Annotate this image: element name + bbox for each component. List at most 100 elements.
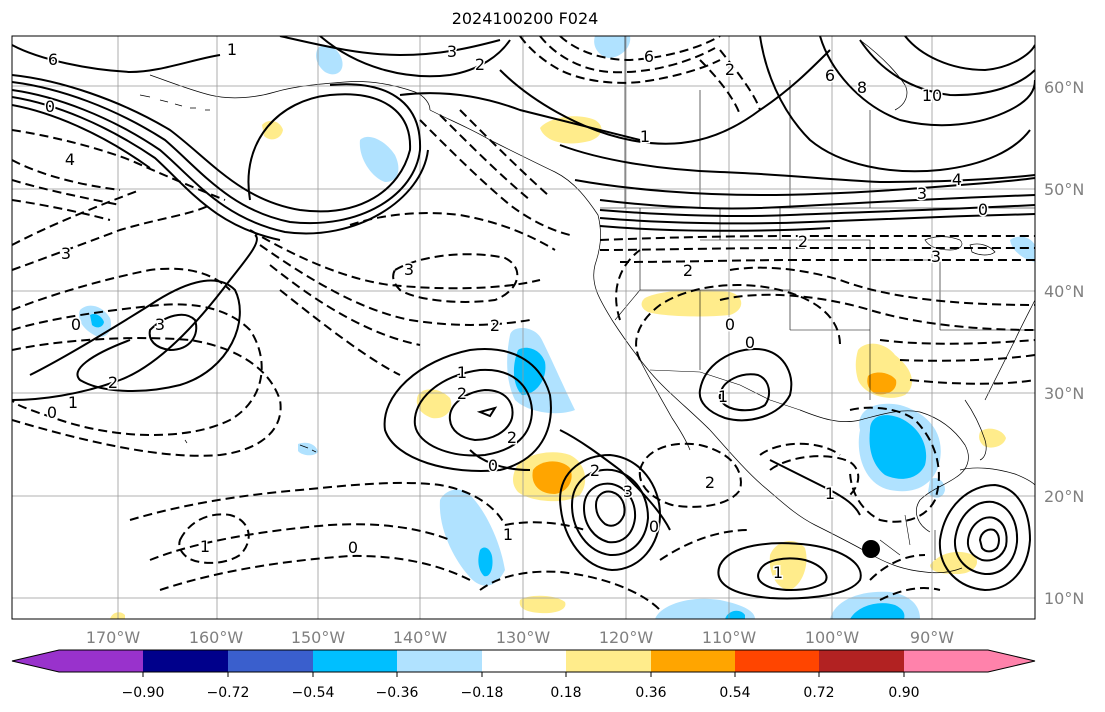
contour-line — [419, 119, 571, 236]
colorbar-segment — [651, 650, 736, 672]
contour-line — [938, 483, 1032, 592]
colorbar-segment — [143, 650, 229, 672]
contour-label: 4 — [952, 170, 962, 189]
negative-shade — [594, 36, 631, 58]
contour-line — [12, 129, 226, 201]
negative-shade — [316, 45, 343, 75]
contour-label: 0 — [725, 315, 735, 334]
map-title: 2024100200 F024 — [451, 9, 599, 28]
lat-label: 10°N — [1044, 589, 1084, 608]
negative-shade — [850, 603, 905, 619]
contour-line — [12, 74, 412, 213]
contour-label: 3 — [61, 244, 71, 263]
contour-line — [599, 213, 1035, 225]
contour-label: 2 — [683, 261, 693, 280]
lon-label: 150°W — [291, 628, 346, 647]
lon-label: 90°W — [910, 628, 954, 647]
colorbar-segment — [228, 650, 314, 672]
colorbar-segment — [904, 650, 989, 672]
lat-label: 20°N — [1044, 487, 1084, 506]
contour-line — [904, 36, 1035, 72]
contour-line — [594, 490, 626, 527]
contour-line — [12, 44, 221, 74]
contour-line — [279, 36, 501, 57]
contour-line — [259, 244, 531, 326]
contour-line — [599, 235, 1035, 241]
florida — [964, 399, 987, 461]
contour-line — [159, 554, 471, 591]
lat-label: 60°N — [1044, 78, 1084, 97]
contour-label: 3 — [931, 247, 941, 266]
contour-line — [349, 212, 556, 251]
contour-line — [12, 179, 121, 206]
colorbar-tick-label: 0.90 — [888, 685, 919, 701]
contour-line — [319, 36, 511, 78]
contour-line — [383, 348, 552, 472]
lat-label: 40°N — [1044, 282, 1084, 301]
contour-label: 0 — [649, 517, 659, 536]
colorbar-segment — [566, 650, 652, 672]
contour-line — [519, 36, 721, 84]
central-america-borders — [879, 514, 936, 560]
contour-line — [759, 442, 841, 456]
contour-line — [12, 204, 211, 271]
graticule — [12, 36, 1035, 619]
colorbar-segment — [59, 650, 144, 672]
contour-line — [148, 313, 198, 352]
contour-label: 1 — [640, 127, 650, 146]
colorbar-tick-label: 0.54 — [719, 685, 750, 701]
contour-line — [599, 225, 831, 232]
contour-label: 2 — [590, 461, 600, 480]
contour-line — [757, 557, 828, 591]
contour-label: 2 — [705, 473, 715, 492]
contour-label: 2 — [798, 232, 808, 251]
lon-label: 140°W — [393, 628, 448, 647]
colorbar-max-extension — [988, 650, 1035, 672]
contour-line — [859, 39, 1035, 97]
contour-line — [479, 570, 661, 611]
contour-line — [12, 81, 422, 225]
contour-line — [574, 177, 1035, 197]
contour-line — [729, 266, 1035, 306]
colorbar-outline — [11, 649, 1036, 673]
contour-line — [638, 442, 742, 508]
contour-line — [269, 264, 421, 346]
contour-label: 1 — [68, 393, 78, 412]
colorbar-tick-label: −0.36 — [376, 685, 419, 701]
contour-line — [879, 587, 941, 601]
colorbar-segment — [397, 650, 483, 672]
positive-shade — [416, 389, 452, 419]
contour-label: 4 — [65, 150, 75, 169]
contour-line — [699, 59, 741, 116]
contour-line — [599, 247, 1035, 251]
negative-shade — [1010, 236, 1035, 262]
contour-line — [559, 429, 671, 531]
contour-label: 1 — [773, 563, 783, 582]
contour-label: 10 — [922, 86, 942, 105]
contour-label: 0 — [488, 456, 498, 475]
contour-label: 6 — [644, 47, 654, 66]
colorbar: −0.90 −0.72 −0.54 −0.36 −0.18 0.18 0.36 … — [11, 649, 1036, 701]
contour-label: 2 — [457, 384, 467, 403]
contour-line — [909, 379, 1035, 385]
hawaii-islands — [184, 439, 317, 453]
contour-line — [12, 234, 258, 401]
dashed-contours — [12, 36, 1035, 611]
positive-shade — [979, 428, 1006, 448]
negative-shade — [478, 547, 493, 577]
contour-label: 8 — [857, 78, 867, 97]
contour-line — [279, 289, 401, 376]
contour-line — [476, 406, 498, 418]
contour-line — [719, 293, 1035, 331]
contour-line — [399, 92, 641, 141]
contour-label: 1 — [227, 40, 237, 59]
contour-line — [129, 481, 506, 526]
contour-label: 0 — [978, 200, 988, 219]
contour-line — [392, 253, 519, 303]
positive-shade — [769, 540, 807, 590]
colorbar-segment — [482, 650, 567, 672]
latitude-labels: 60°N 50°N 40°N 30°N 20°N 10°N — [1044, 78, 1084, 608]
cuba — [959, 467, 1035, 486]
colorbar-segment — [735, 650, 820, 672]
